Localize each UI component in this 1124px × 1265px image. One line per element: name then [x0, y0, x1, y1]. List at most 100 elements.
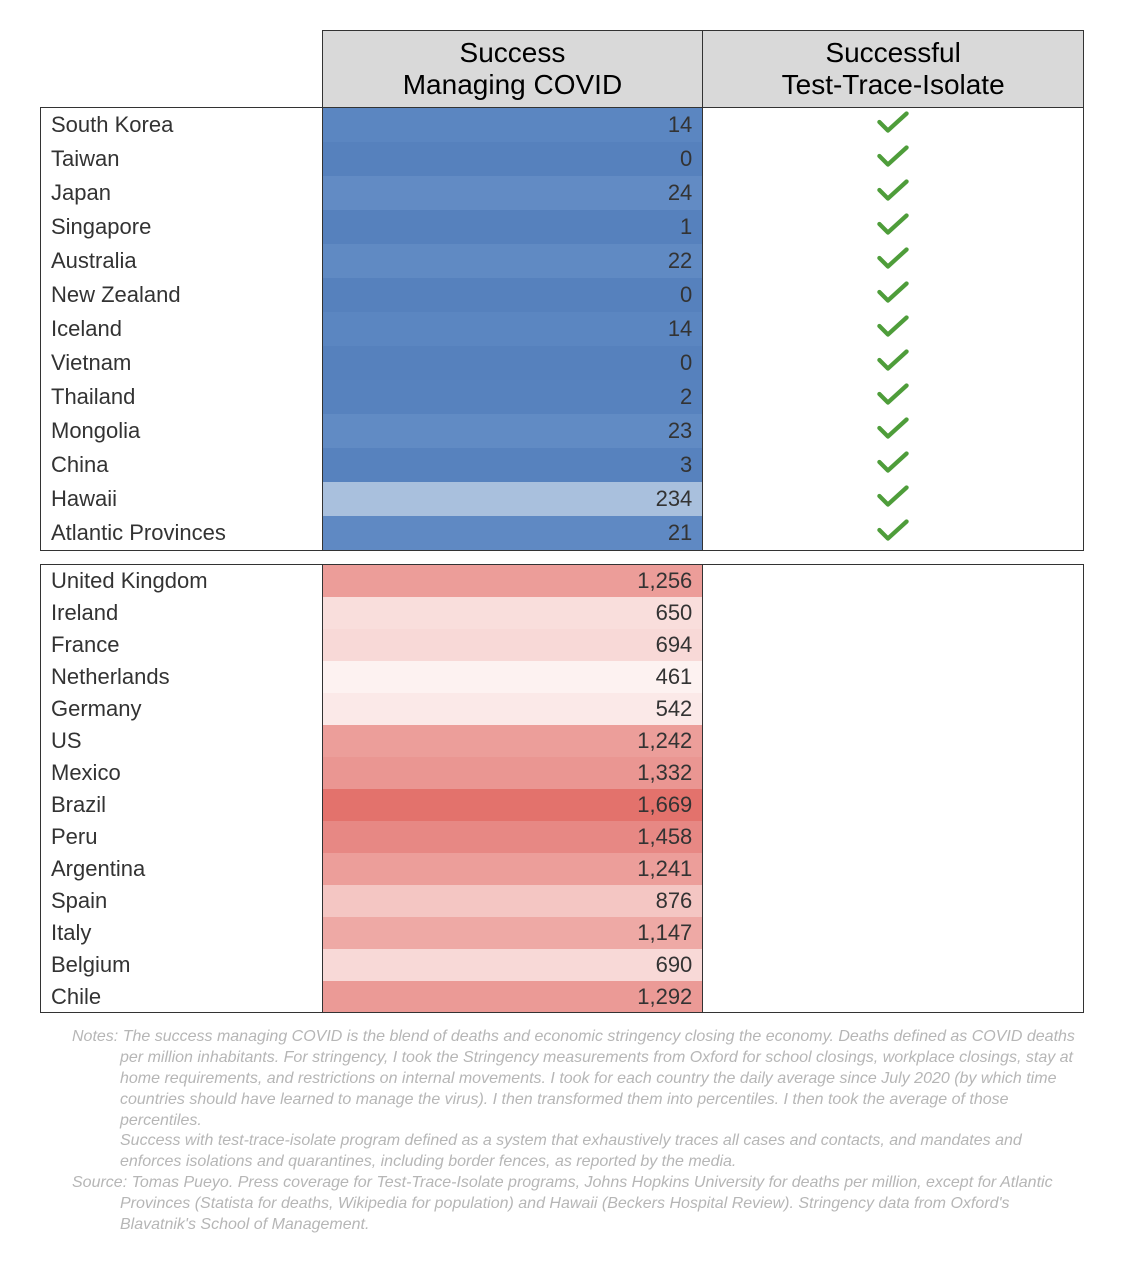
- country-cell: Chile: [41, 981, 323, 1013]
- country-cell: United Kingdom: [41, 565, 323, 597]
- header-test-trace-isolate: SuccessfulTest-Trace-Isolate: [703, 31, 1084, 108]
- country-cell: New Zealand: [41, 278, 323, 312]
- table-row: Italy1,147: [41, 917, 1084, 949]
- value-cell: 1,256: [322, 565, 703, 597]
- comparison-table: SuccessManaging COVID SuccessfulTest-Tra…: [40, 30, 1084, 1013]
- value-cell: 694: [322, 629, 703, 661]
- check-icon: [876, 144, 910, 168]
- table-row: US1,242: [41, 725, 1084, 757]
- country-cell: France: [41, 629, 323, 661]
- value-cell: 2: [322, 380, 703, 414]
- value-cell: 650: [322, 597, 703, 629]
- table-row: Chile1,292: [41, 981, 1084, 1013]
- table-row: Germany542: [41, 693, 1084, 725]
- tti-cell: [703, 312, 1084, 346]
- tti-cell: [703, 629, 1084, 661]
- tti-cell: [703, 597, 1084, 629]
- tti-cell: [703, 821, 1084, 853]
- tti-cell: [703, 853, 1084, 885]
- check-icon: [876, 212, 910, 236]
- country-cell: Japan: [41, 176, 323, 210]
- tti-cell: [703, 565, 1084, 597]
- tti-cell: [703, 414, 1084, 448]
- country-cell: South Korea: [41, 108, 323, 143]
- value-cell: 1,241: [322, 853, 703, 885]
- tti-cell: [703, 210, 1084, 244]
- tti-cell: [703, 789, 1084, 821]
- table-row: Mexico1,332: [41, 757, 1084, 789]
- value-cell: 0: [322, 278, 703, 312]
- source-line: Source: Tomas Pueyo. Press coverage for …: [40, 1173, 1084, 1235]
- country-cell: Australia: [41, 244, 323, 278]
- country-cell: Argentina: [41, 853, 323, 885]
- country-cell: Hawaii: [41, 482, 323, 516]
- tti-cell: [703, 885, 1084, 917]
- value-cell: 14: [322, 108, 703, 143]
- tti-cell: [703, 725, 1084, 757]
- country-cell: US: [41, 725, 323, 757]
- tti-cell: [703, 176, 1084, 210]
- value-cell: 24: [322, 176, 703, 210]
- value-cell: 876: [322, 885, 703, 917]
- tti-cell: [703, 380, 1084, 414]
- check-icon: [876, 246, 910, 270]
- table-row: Hawaii234: [41, 482, 1084, 516]
- tti-cell: [703, 108, 1084, 143]
- check-icon: [876, 450, 910, 474]
- table-row: Argentina1,241: [41, 853, 1084, 885]
- country-cell: Atlantic Provinces: [41, 516, 323, 551]
- country-cell: Mongolia: [41, 414, 323, 448]
- value-cell: 3: [322, 448, 703, 482]
- group-gap: [41, 551, 1084, 565]
- header-success-managing: SuccessManaging COVID: [322, 31, 703, 108]
- notes-line: Success with test-trace-isolate program …: [40, 1131, 1084, 1173]
- tti-cell: [703, 757, 1084, 789]
- table-header: SuccessManaging COVID SuccessfulTest-Tra…: [41, 31, 1084, 108]
- tti-cell: [703, 448, 1084, 482]
- table-row: China3: [41, 448, 1084, 482]
- value-cell: 0: [322, 346, 703, 380]
- notes-line: Notes: The success managing COVID is the…: [40, 1027, 1084, 1131]
- value-cell: 1,242: [322, 725, 703, 757]
- tti-cell: [703, 346, 1084, 380]
- country-cell: Vietnam: [41, 346, 323, 380]
- check-icon: [876, 484, 910, 508]
- country-cell: Mexico: [41, 757, 323, 789]
- table-row: France694: [41, 629, 1084, 661]
- table-row: Thailand2: [41, 380, 1084, 414]
- tti-cell: [703, 981, 1084, 1013]
- country-cell: Thailand: [41, 380, 323, 414]
- country-cell: China: [41, 448, 323, 482]
- value-cell: 23: [322, 414, 703, 448]
- tti-cell: [703, 693, 1084, 725]
- value-cell: 1,458: [322, 821, 703, 853]
- country-cell: Ireland: [41, 597, 323, 629]
- country-cell: Iceland: [41, 312, 323, 346]
- country-cell: Germany: [41, 693, 323, 725]
- table-row: New Zealand0: [41, 278, 1084, 312]
- table-row: Ireland650: [41, 597, 1084, 629]
- table-row: Australia22: [41, 244, 1084, 278]
- country-cell: Taiwan: [41, 142, 323, 176]
- value-cell: 1,292: [322, 981, 703, 1013]
- value-cell: 542: [322, 693, 703, 725]
- value-cell: 21: [322, 516, 703, 551]
- tti-cell: [703, 949, 1084, 981]
- value-cell: 1,669: [322, 789, 703, 821]
- table-row: Belgium690: [41, 949, 1084, 981]
- country-cell: Peru: [41, 821, 323, 853]
- value-cell: 22: [322, 244, 703, 278]
- table-row: Japan24: [41, 176, 1084, 210]
- value-cell: 1,147: [322, 917, 703, 949]
- data-table: SuccessManaging COVID SuccessfulTest-Tra…: [40, 30, 1084, 1013]
- tti-cell: [703, 278, 1084, 312]
- check-icon: [876, 348, 910, 372]
- table-row: Peru1,458: [41, 821, 1084, 853]
- country-cell: Brazil: [41, 789, 323, 821]
- tti-cell: [703, 142, 1084, 176]
- notes-block: Notes: The success managing COVID is the…: [40, 1027, 1084, 1235]
- tti-cell: [703, 482, 1084, 516]
- check-icon: [876, 178, 910, 202]
- table-row: South Korea14: [41, 108, 1084, 143]
- value-cell: 1: [322, 210, 703, 244]
